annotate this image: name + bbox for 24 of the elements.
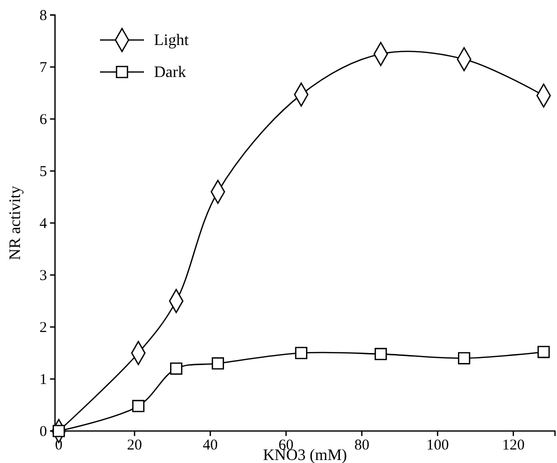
y-axis-title: NR activity [7, 186, 24, 260]
point [295, 346, 308, 360]
y-tick-label: 7 [40, 60, 48, 76]
point [374, 348, 387, 360]
point [212, 357, 224, 370]
x-tick-label: 100 [426, 438, 449, 454]
legend-label: Dark [154, 64, 186, 81]
x-tick-label: 120 [502, 438, 525, 454]
y-tick-label: 1 [40, 372, 47, 388]
x-tick-label: 20 [127, 438, 142, 454]
legend-label: Light [154, 32, 190, 49]
point [458, 352, 470, 364]
point [538, 346, 550, 358]
y-tick-label: 2 [40, 320, 47, 336]
y-tick-label: 6 [40, 112, 48, 128]
y-tick-label: 3 [40, 268, 47, 284]
point [170, 362, 182, 375]
y-tick-label: 4 [40, 216, 48, 232]
y-tick-label: 5 [40, 164, 47, 180]
y-tick-label: 0 [40, 424, 47, 440]
point [132, 400, 144, 412]
x-tick-label: 80 [354, 438, 370, 454]
x-tick-label: 40 [202, 438, 218, 454]
y-tick-label: 8 [40, 8, 47, 24]
